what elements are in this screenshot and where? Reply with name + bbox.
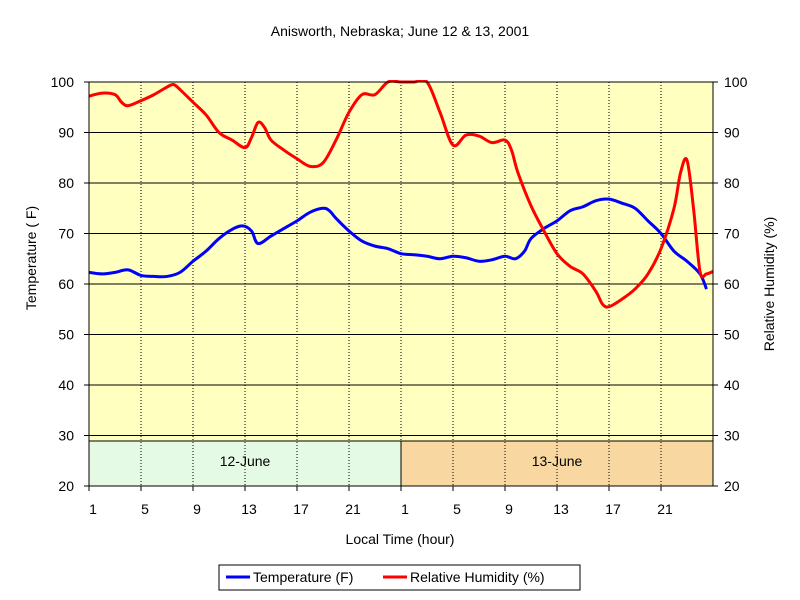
x-tick-label: 9 bbox=[193, 501, 201, 517]
y2-tick-label: 100 bbox=[724, 74, 748, 90]
x-tick-label: 1 bbox=[401, 501, 409, 517]
x-tick-label: 9 bbox=[505, 501, 513, 517]
legend-label-temperature: Temperature (F) bbox=[253, 569, 353, 585]
y-tick-label: 80 bbox=[58, 175, 74, 191]
x-tick-label: 1 bbox=[89, 501, 97, 517]
y2-tick-label: 30 bbox=[724, 428, 740, 444]
y2-tick-label: 80 bbox=[724, 175, 740, 191]
y-tick-label: 20 bbox=[58, 478, 74, 494]
y-tick-label: 70 bbox=[58, 226, 74, 242]
legend-label-humidity: Relative Humidity (%) bbox=[410, 569, 545, 585]
y-tick-label: 30 bbox=[58, 428, 74, 444]
y2-tick-label: 40 bbox=[724, 377, 740, 393]
chart-title: Anisworth, Nebraska; June 12 & 13, 2001 bbox=[271, 23, 530, 39]
y2-tick-labels: 20 30 40 50 60 70 80 90 100 bbox=[724, 74, 748, 494]
y2-tick-label: 20 bbox=[724, 478, 740, 494]
y-tick-label: 100 bbox=[51, 74, 75, 90]
y-tick-label: 40 bbox=[58, 377, 74, 393]
x-tick-label: 17 bbox=[293, 501, 309, 517]
x-tick-labels: 1 5 9 13 17 21 1 5 9 13 17 21 bbox=[89, 501, 673, 517]
x-tick-label: 5 bbox=[453, 501, 461, 517]
x-tick-label: 17 bbox=[605, 501, 621, 517]
y-tick-label: 60 bbox=[58, 276, 74, 292]
y-tick-labels: 20 30 40 50 60 70 80 90 100 bbox=[51, 74, 75, 494]
plot-area bbox=[89, 82, 713, 441]
y-tick-label: 50 bbox=[58, 327, 74, 343]
y2-tick-label: 90 bbox=[724, 125, 740, 141]
legend: Temperature (F) Relative Humidity (%) bbox=[218, 564, 581, 591]
x-tick-label: 13 bbox=[241, 501, 257, 517]
y2-tick-label: 60 bbox=[724, 276, 740, 292]
y2-tick-label: 50 bbox=[724, 327, 740, 343]
y2-axis-label: Relative Humidity (%) bbox=[761, 217, 777, 352]
axes bbox=[84, 81, 718, 491]
x-tick-label: 21 bbox=[345, 501, 361, 517]
x-tick-label: 13 bbox=[553, 501, 569, 517]
y-tick-label: 90 bbox=[58, 125, 74, 141]
y2-tick-label: 70 bbox=[724, 226, 740, 242]
x-tick-label: 21 bbox=[657, 501, 673, 517]
y-axis-label: Temperature ( F) bbox=[23, 206, 39, 310]
x-axis-label: Local Time (hour) bbox=[346, 531, 455, 547]
x-tick-label: 5 bbox=[141, 501, 149, 517]
plot-background bbox=[89, 82, 713, 441]
series-line-0 bbox=[89, 197, 708, 290]
